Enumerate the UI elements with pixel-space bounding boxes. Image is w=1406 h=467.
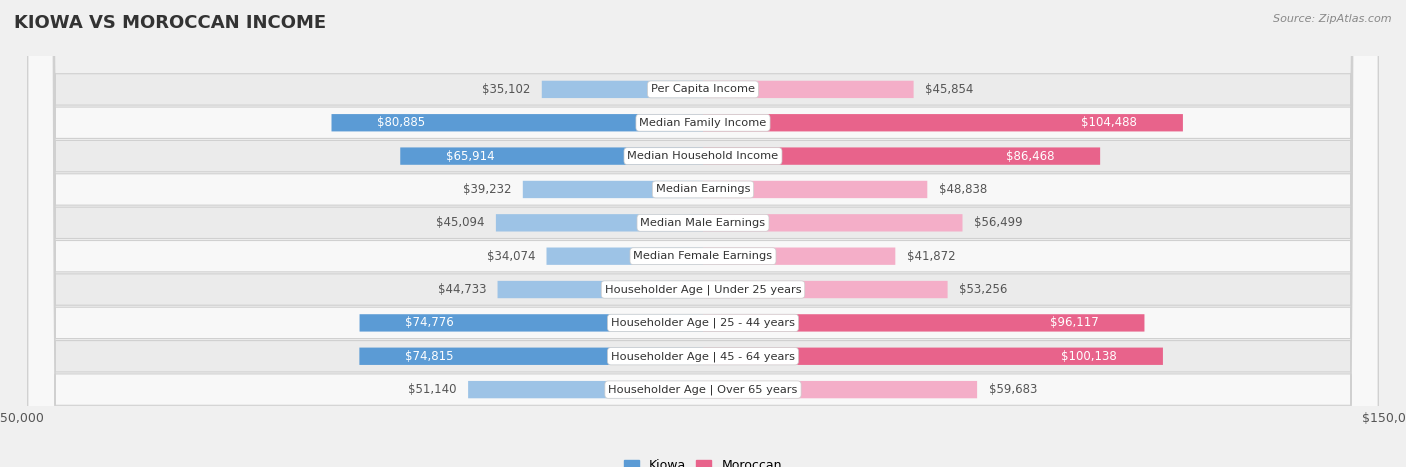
Text: Median Male Earnings: Median Male Earnings <box>641 218 765 228</box>
Text: Source: ZipAtlas.com: Source: ZipAtlas.com <box>1274 14 1392 24</box>
FancyBboxPatch shape <box>28 0 1378 467</box>
FancyBboxPatch shape <box>332 114 703 131</box>
FancyBboxPatch shape <box>28 0 1378 467</box>
Text: $44,733: $44,733 <box>437 283 486 296</box>
FancyBboxPatch shape <box>541 81 703 98</box>
Text: Householder Age | Over 65 years: Householder Age | Over 65 years <box>609 384 797 395</box>
Text: KIOWA VS MOROCCAN INCOME: KIOWA VS MOROCCAN INCOME <box>14 14 326 32</box>
FancyBboxPatch shape <box>703 114 1182 131</box>
Text: $35,102: $35,102 <box>482 83 530 96</box>
FancyBboxPatch shape <box>703 381 977 398</box>
FancyBboxPatch shape <box>28 0 1378 467</box>
Text: Median Female Earnings: Median Female Earnings <box>634 251 772 261</box>
FancyBboxPatch shape <box>496 214 703 232</box>
Text: Median Household Income: Median Household Income <box>627 151 779 161</box>
FancyBboxPatch shape <box>703 347 1163 365</box>
FancyBboxPatch shape <box>703 181 928 198</box>
Text: $80,885: $80,885 <box>377 116 426 129</box>
FancyBboxPatch shape <box>703 248 896 265</box>
FancyBboxPatch shape <box>401 148 703 165</box>
Text: Median Family Income: Median Family Income <box>640 118 766 128</box>
FancyBboxPatch shape <box>703 214 963 232</box>
Text: $74,815: $74,815 <box>405 350 454 363</box>
Text: $96,117: $96,117 <box>1050 317 1098 329</box>
FancyBboxPatch shape <box>468 381 703 398</box>
FancyBboxPatch shape <box>28 0 1378 467</box>
Text: $51,140: $51,140 <box>408 383 457 396</box>
FancyBboxPatch shape <box>498 281 703 298</box>
Text: $45,854: $45,854 <box>925 83 973 96</box>
Text: $59,683: $59,683 <box>988 383 1038 396</box>
FancyBboxPatch shape <box>360 314 703 332</box>
Text: Median Earnings: Median Earnings <box>655 184 751 194</box>
FancyBboxPatch shape <box>703 81 914 98</box>
Text: $86,468: $86,468 <box>1005 149 1054 163</box>
FancyBboxPatch shape <box>703 148 1099 165</box>
FancyBboxPatch shape <box>28 0 1378 467</box>
Text: $45,094: $45,094 <box>436 216 485 229</box>
Text: $34,074: $34,074 <box>486 250 536 262</box>
Legend: Kiowa, Moroccan: Kiowa, Moroccan <box>619 454 787 467</box>
Text: $41,872: $41,872 <box>907 250 956 262</box>
Text: $53,256: $53,256 <box>959 283 1008 296</box>
FancyBboxPatch shape <box>28 0 1378 467</box>
Text: $56,499: $56,499 <box>974 216 1022 229</box>
Text: $65,914: $65,914 <box>446 149 495 163</box>
Text: Per Capita Income: Per Capita Income <box>651 85 755 94</box>
Text: $74,776: $74,776 <box>405 317 454 329</box>
Text: $104,488: $104,488 <box>1081 116 1137 129</box>
Text: Householder Age | Under 25 years: Householder Age | Under 25 years <box>605 284 801 295</box>
Text: $48,838: $48,838 <box>939 183 987 196</box>
FancyBboxPatch shape <box>28 0 1378 467</box>
Text: $100,138: $100,138 <box>1062 350 1116 363</box>
FancyBboxPatch shape <box>28 0 1378 467</box>
FancyBboxPatch shape <box>28 0 1378 467</box>
FancyBboxPatch shape <box>703 314 1144 332</box>
FancyBboxPatch shape <box>360 347 703 365</box>
FancyBboxPatch shape <box>28 0 1378 467</box>
FancyBboxPatch shape <box>547 248 703 265</box>
Text: Householder Age | 25 - 44 years: Householder Age | 25 - 44 years <box>612 318 794 328</box>
FancyBboxPatch shape <box>523 181 703 198</box>
Text: $39,232: $39,232 <box>463 183 512 196</box>
FancyBboxPatch shape <box>703 281 948 298</box>
Text: Householder Age | 45 - 64 years: Householder Age | 45 - 64 years <box>612 351 794 361</box>
